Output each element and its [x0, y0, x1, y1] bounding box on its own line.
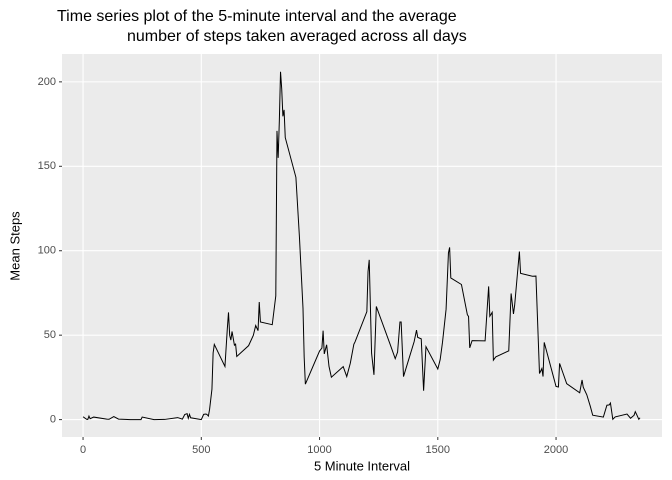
y-axis-title: Mean Steps	[7, 211, 22, 281]
x-tick-label: 1500	[426, 444, 450, 456]
y-tick-label: 150	[38, 160, 56, 172]
x-axis-title: 5 Minute Interval	[314, 458, 410, 473]
y-tick-label: 200	[38, 76, 56, 88]
y-tick-label: 0	[50, 414, 56, 426]
x-tick-label: 500	[192, 444, 210, 456]
x-tick-label: 1000	[307, 444, 331, 456]
x-tick-label: 2000	[544, 444, 568, 456]
x-tick-label: 0	[80, 444, 86, 456]
chart-title: Time series plot of the 5-minute interva…	[57, 8, 457, 25]
chart-title: number of steps taken averaged across al…	[127, 28, 467, 45]
y-tick-label: 100	[38, 245, 56, 257]
y-tick-label: 50	[44, 329, 56, 341]
plot-panel	[62, 54, 662, 437]
data-line	[82, 71, 641, 421]
